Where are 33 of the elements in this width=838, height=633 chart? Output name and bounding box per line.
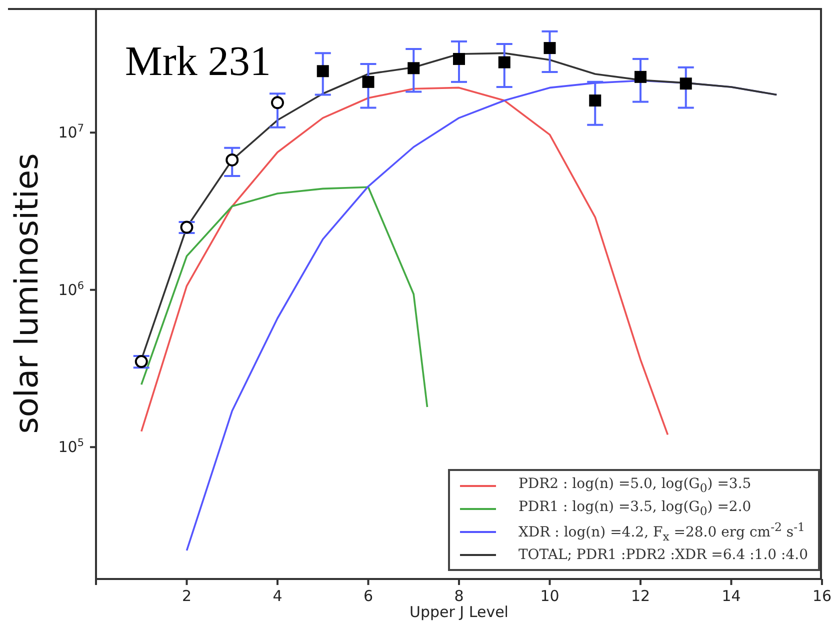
point xyxy=(453,52,465,65)
point xyxy=(180,220,194,234)
y-axis-title: solar luminosities xyxy=(7,153,46,434)
point xyxy=(498,56,510,68)
legend-label: PDR1 : log(n) =3.5, log(G$_{0}$) =2.0 xyxy=(518,499,752,518)
legend-label: PDR2 : log(n) =5.0, log(G$_{0}$) =3.5 xyxy=(518,476,752,495)
point xyxy=(589,94,602,107)
annotation: Mrk 231 xyxy=(125,38,271,86)
x-tick-label: 12 xyxy=(630,587,650,605)
point xyxy=(316,65,329,78)
point xyxy=(680,78,692,90)
point xyxy=(544,42,556,54)
x-axis-title: Upper J Level xyxy=(410,603,508,621)
point xyxy=(271,96,284,110)
line-series xyxy=(140,186,428,408)
legend-label: TOTAL; PDR1 :PDR2 :XDR =6.4 :1.0 :4.0 xyxy=(518,546,808,562)
legend-label: XDR : log(n) =4.2, F$_{x}$ =28.0 erg cm$^{-2}$ s$^{-1}$ xyxy=(518,520,805,544)
x-tick-label: 2 xyxy=(182,587,192,605)
line-series xyxy=(140,86,669,436)
y-tick-label: 10$^{7}$ xyxy=(58,122,84,142)
x-tick-label: 14 xyxy=(722,587,741,605)
point xyxy=(134,355,148,368)
y-tick-label: 10$^{5}$ xyxy=(58,437,84,456)
point xyxy=(362,76,374,88)
point xyxy=(408,62,420,74)
x-tick-label: 8 xyxy=(454,587,464,605)
x-tick-label: 6 xyxy=(363,587,374,605)
x-tick-label: 16 xyxy=(812,587,832,605)
point xyxy=(226,153,239,166)
x-tick-label: 4 xyxy=(272,587,282,605)
y-tick-label: 10$^{6}$ xyxy=(58,280,84,299)
x-tick-label: 10 xyxy=(540,587,560,605)
point xyxy=(634,70,646,83)
